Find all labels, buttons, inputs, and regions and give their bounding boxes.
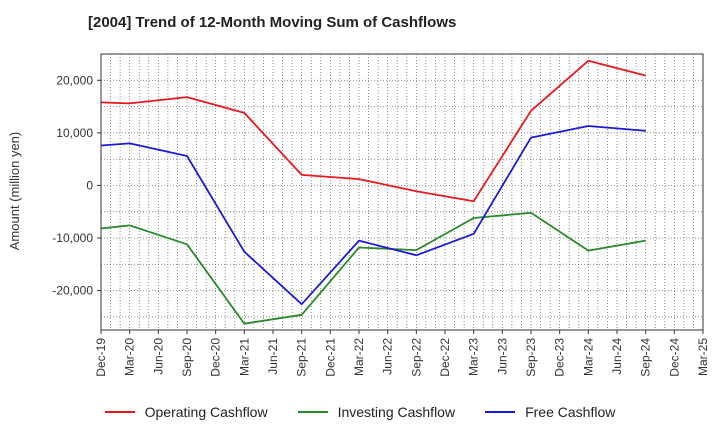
x-tick-label: Mar-24 <box>581 338 595 376</box>
legend: Operating Cashflow Investing Cashflow Free… <box>0 404 720 420</box>
x-tick-label: Dec-24 <box>667 338 681 377</box>
y-tick-label: 10,000 <box>56 126 93 140</box>
x-tick-label: Mar-20 <box>123 338 137 376</box>
legend-item-investing-cashflow: Investing Cashflow <box>297 404 456 420</box>
legend-item-free-cashflow: Free Cashflow <box>485 404 615 420</box>
x-tick-label: Jun-24 <box>610 338 624 375</box>
y-tick-label: 0 <box>86 178 93 192</box>
x-tick-label: Jun-23 <box>495 338 509 375</box>
legend-label: Operating Cashflow <box>144 404 268 420</box>
x-tick-label: Dec-23 <box>553 338 567 377</box>
series-lines <box>100 59 646 325</box>
legend-swatch <box>104 411 135 413</box>
series-line-operating-cashflow <box>100 59 646 203</box>
x-tick-label: Dec-22 <box>438 338 452 377</box>
x-tick-label: Jun-21 <box>266 338 280 375</box>
plot-frame <box>100 53 704 331</box>
legend-swatch <box>297 411 328 413</box>
x-tick-label: Dec-21 <box>323 338 337 377</box>
x-tick-label: Sep-20 <box>180 338 194 377</box>
x-tick-label: Dec-19 <box>94 338 108 377</box>
y-axis: -20,000 -10,000 0 10,000 20,000 <box>52 73 101 298</box>
x-tick-label: Sep-24 <box>639 338 653 377</box>
y-tick-label: -20,000 <box>52 284 93 298</box>
x-tick-label: Dec-20 <box>209 338 223 377</box>
legend-label: Free Cashflow <box>525 404 616 420</box>
x-tick-label: Sep-23 <box>524 338 538 377</box>
series-line-free-cashflow <box>100 125 646 306</box>
x-tick-label: Sep-22 <box>409 338 423 377</box>
legend-item-operating-cashflow: Operating Cashflow <box>104 404 268 420</box>
x-tick-label: Mar-21 <box>237 338 251 376</box>
series-line-investing-cashflow <box>100 211 646 325</box>
chart-title: [2004] Trend of 12-Month Moving Sum of C… <box>88 14 457 31</box>
legend-label: Investing Cashflow <box>337 404 456 420</box>
x-tick-label: Jun-20 <box>151 338 165 375</box>
x-tick-label: Mar-22 <box>352 338 366 376</box>
y-axis-label: Amount (million yen) <box>7 132 22 251</box>
x-tick-label: Sep-21 <box>295 338 309 377</box>
grid <box>100 53 704 330</box>
y-tick-label: -10,000 <box>52 231 93 245</box>
x-tick-label: Jun-22 <box>381 338 395 375</box>
x-tick-label: Mar-23 <box>467 338 481 376</box>
x-tick-label: Mar-25 <box>696 338 710 376</box>
x-axis: Dec-19 Mar-20 Jun-20 Sep-20 Dec-20 Mar-21 Jun-… <box>94 330 710 377</box>
y-tick-label: 20,000 <box>56 73 93 87</box>
legend-swatch <box>485 411 516 413</box>
